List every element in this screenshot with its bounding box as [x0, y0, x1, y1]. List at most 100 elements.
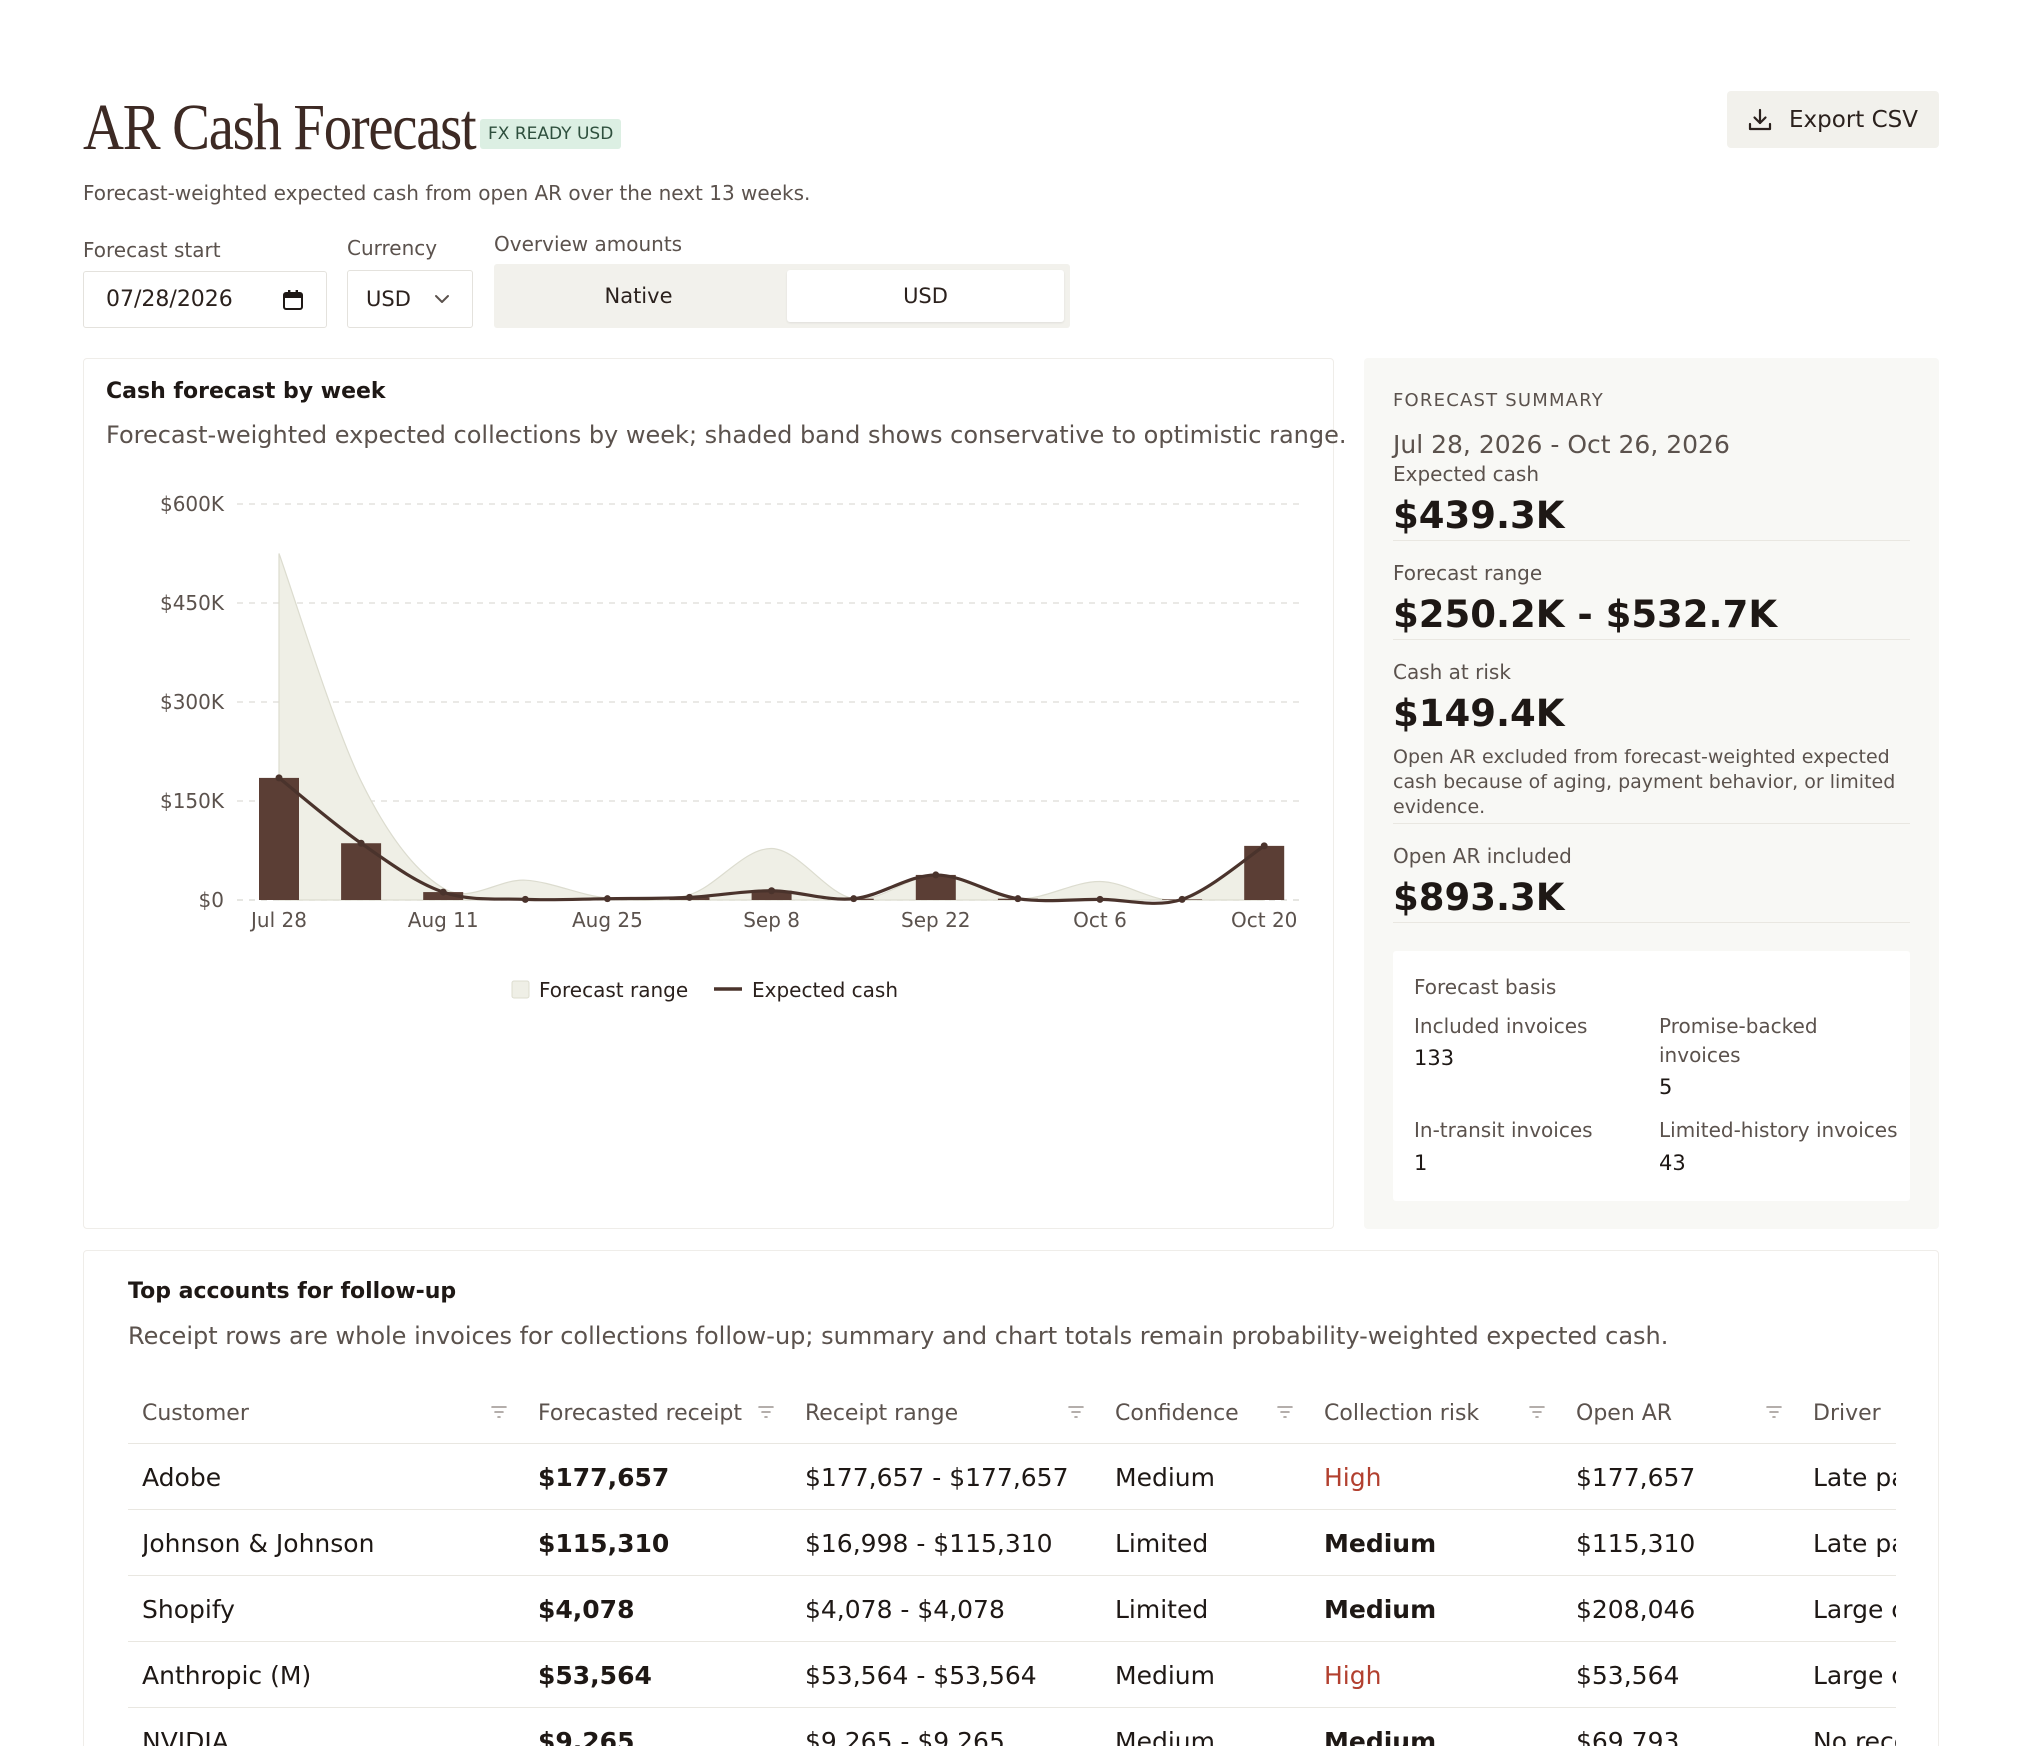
- currency-select[interactable]: USD: [347, 270, 473, 328]
- cash-at-risk-label: Cash at risk: [1393, 660, 1511, 684]
- open-ar-value: $893.3K: [1393, 876, 1565, 919]
- cell-receipt-range: $16,998 - $115,310: [805, 1528, 1053, 1558]
- table-row[interactable]: Adobe $177,657 $177,657 - $177,657 Mediu…: [128, 1444, 1896, 1510]
- cell-forecasted-receipt: $53,564: [538, 1660, 652, 1690]
- forecast-range-value: $250.2K - $532.7K: [1393, 593, 1778, 636]
- cell-receipt-range: $53,564 - $53,564: [805, 1660, 1037, 1690]
- cell-driver: Large c: [1813, 1660, 1896, 1690]
- column-header-forecasted-receipt[interactable]: Forecasted receipt: [538, 1400, 743, 1426]
- expected-cash-point: [521, 895, 529, 903]
- forecast-start-date-input[interactable]: 07/28/2026: [83, 271, 327, 328]
- cell-confidence: Limited: [1115, 1528, 1209, 1558]
- column-header-driver[interactable]: Driver: [1813, 1400, 1881, 1426]
- cell-collection-risk: Medium: [1324, 1594, 1437, 1624]
- column-header-receipt-range[interactable]: Receipt range: [805, 1400, 959, 1426]
- table-row[interactable]: Shopify $4,078 $4,078 - $4,078 Limited M…: [128, 1576, 1896, 1642]
- cell-customer: NVIDIA: [142, 1726, 229, 1746]
- overview-native-option[interactable]: Native: [604, 284, 673, 308]
- forecast-summary-panel: FORECAST SUMMARY Jul 28, 2026 - Oct 26, …: [1364, 358, 1939, 1229]
- column-header-collection-risk[interactable]: Collection risk: [1324, 1400, 1480, 1426]
- calendar-icon[interactable]: [282, 289, 304, 311]
- forecast-basis-box: Forecast basis Included invoices 133 Pro…: [1393, 951, 1910, 1201]
- cell-receipt-range: $177,657 - $177,657: [805, 1462, 1069, 1492]
- x-tick-label: Oct 6: [1073, 908, 1127, 932]
- chart-card-description: Forecast-weighted expected collections b…: [106, 421, 1347, 449]
- overview-amounts-toggle: Native USD: [494, 264, 1070, 328]
- chart-card-title: Cash forecast by week: [106, 379, 386, 404]
- legend-swatch-forecast-range: [511, 980, 530, 999]
- column-filter-icon[interactable]: [1067, 1405, 1085, 1419]
- expected-cash-point: [1096, 895, 1104, 903]
- cell-open-ar: $53,564: [1576, 1660, 1680, 1690]
- cell-customer: Anthropic (M): [142, 1660, 312, 1690]
- cell-collection-risk: Medium: [1324, 1726, 1437, 1746]
- column-filter-icon[interactable]: [1765, 1405, 1783, 1419]
- cell-open-ar: $115,310: [1576, 1528, 1696, 1558]
- included-invoices-value: 133: [1414, 1046, 1455, 1070]
- cell-driver: No rece: [1813, 1726, 1896, 1746]
- export-csv-label: Export CSV: [1789, 106, 1918, 133]
- table-row[interactable]: Johnson & Johnson $115,310 $16,998 - $11…: [128, 1510, 1896, 1576]
- cell-customer: Shopify: [142, 1594, 235, 1624]
- cell-forecasted-receipt: $9,265: [538, 1726, 635, 1746]
- forecast-range-band: [278, 553, 1265, 901]
- x-tick-label: Aug 11: [408, 908, 479, 932]
- expected-cash-bar: [259, 777, 299, 900]
- expected-cash-point: [439, 888, 447, 896]
- fx-ready-badge: FX READY USD: [480, 119, 622, 149]
- y-tick-label: $150K: [160, 789, 225, 813]
- expected-cash-point: [1178, 895, 1186, 903]
- expected-cash-point: [686, 893, 693, 901]
- expected-cash-point: [357, 839, 365, 847]
- expected-cash-point: [932, 871, 940, 879]
- cell-confidence: Medium: [1115, 1726, 1215, 1746]
- summary-divider: [1393, 639, 1910, 640]
- cell-forecasted-receipt: $177,657: [538, 1462, 670, 1492]
- summary-date-range: Jul 28, 2026 - Oct 26, 2026: [1393, 430, 1730, 459]
- top-accounts-card: Top accounts for follow-up Receipt rows …: [83, 1250, 1939, 1746]
- column-filter-icon[interactable]: [490, 1405, 508, 1419]
- in-transit-invoices-value: 1: [1414, 1151, 1428, 1175]
- cell-driver: Late pa: [1813, 1462, 1896, 1492]
- expected-cash-bar: [423, 892, 464, 900]
- table-card-title: Top accounts for follow-up: [128, 1279, 457, 1304]
- column-filter-icon[interactable]: [1276, 1405, 1294, 1419]
- column-filter-icon[interactable]: [1528, 1405, 1546, 1419]
- table-row[interactable]: NVIDIA $9,265 $9,265 - $9,265 Medium Med…: [128, 1708, 1896, 1746]
- summary-divider: [1393, 922, 1910, 923]
- legend-label-forecast-range: Forecast range: [539, 978, 688, 1002]
- limited-history-invoices-value: 43: [1659, 1151, 1686, 1175]
- cell-receipt-range: $4,078 - $4,078: [805, 1594, 1005, 1624]
- x-tick-label: Jul 28: [249, 908, 307, 932]
- column-header-customer[interactable]: Customer: [142, 1400, 249, 1426]
- cell-forecasted-receipt: $4,078: [538, 1594, 635, 1624]
- expected-cash-bar: [1244, 845, 1285, 900]
- cell-confidence: Medium: [1115, 1660, 1215, 1690]
- forecast-start-label: Forecast start: [83, 238, 221, 262]
- expected-cash-value: $439.3K: [1393, 494, 1565, 537]
- forecast-start-value: 07/28/2026: [106, 287, 233, 312]
- expected-cash-point: [603, 895, 611, 903]
- x-tick-label: Sep 8: [743, 908, 800, 932]
- table-row[interactable]: Anthropic (M) $53,564 $53,564 - $53,564 …: [128, 1642, 1896, 1708]
- summary-divider: [1393, 540, 1910, 541]
- cell-collection-risk: High: [1324, 1462, 1382, 1492]
- cash-at-risk-note: Open AR excluded from forecast-weighted …: [1393, 746, 1896, 818]
- column-filter-icon[interactable]: [757, 1405, 775, 1419]
- overview-usd-option[interactable]: USD: [787, 270, 1064, 322]
- y-tick-label: $0: [199, 888, 224, 912]
- promise-backed-invoices-value: 5: [1659, 1075, 1673, 1099]
- download-icon: [1748, 108, 1772, 130]
- expected-cash-bar: [915, 874, 956, 900]
- cash-forecast-card: Cash forecast by week Forecast-weighted …: [83, 358, 1347, 1229]
- cell-open-ar: $69,793: [1576, 1726, 1680, 1746]
- table-card-description: Receipt rows are whole invoices for coll…: [128, 1322, 1669, 1350]
- cell-open-ar: $177,657: [1576, 1462, 1696, 1492]
- column-header-confidence[interactable]: Confidence: [1115, 1400, 1239, 1426]
- cell-confidence: Limited: [1115, 1594, 1209, 1624]
- page-subtitle: Forecast-weighted expected cash from ope…: [83, 181, 811, 205]
- expected-cash-bar: [751, 890, 792, 900]
- export-csv-button[interactable]: Export CSV: [1727, 91, 1939, 148]
- column-header-open-ar[interactable]: Open AR: [1576, 1400, 1673, 1426]
